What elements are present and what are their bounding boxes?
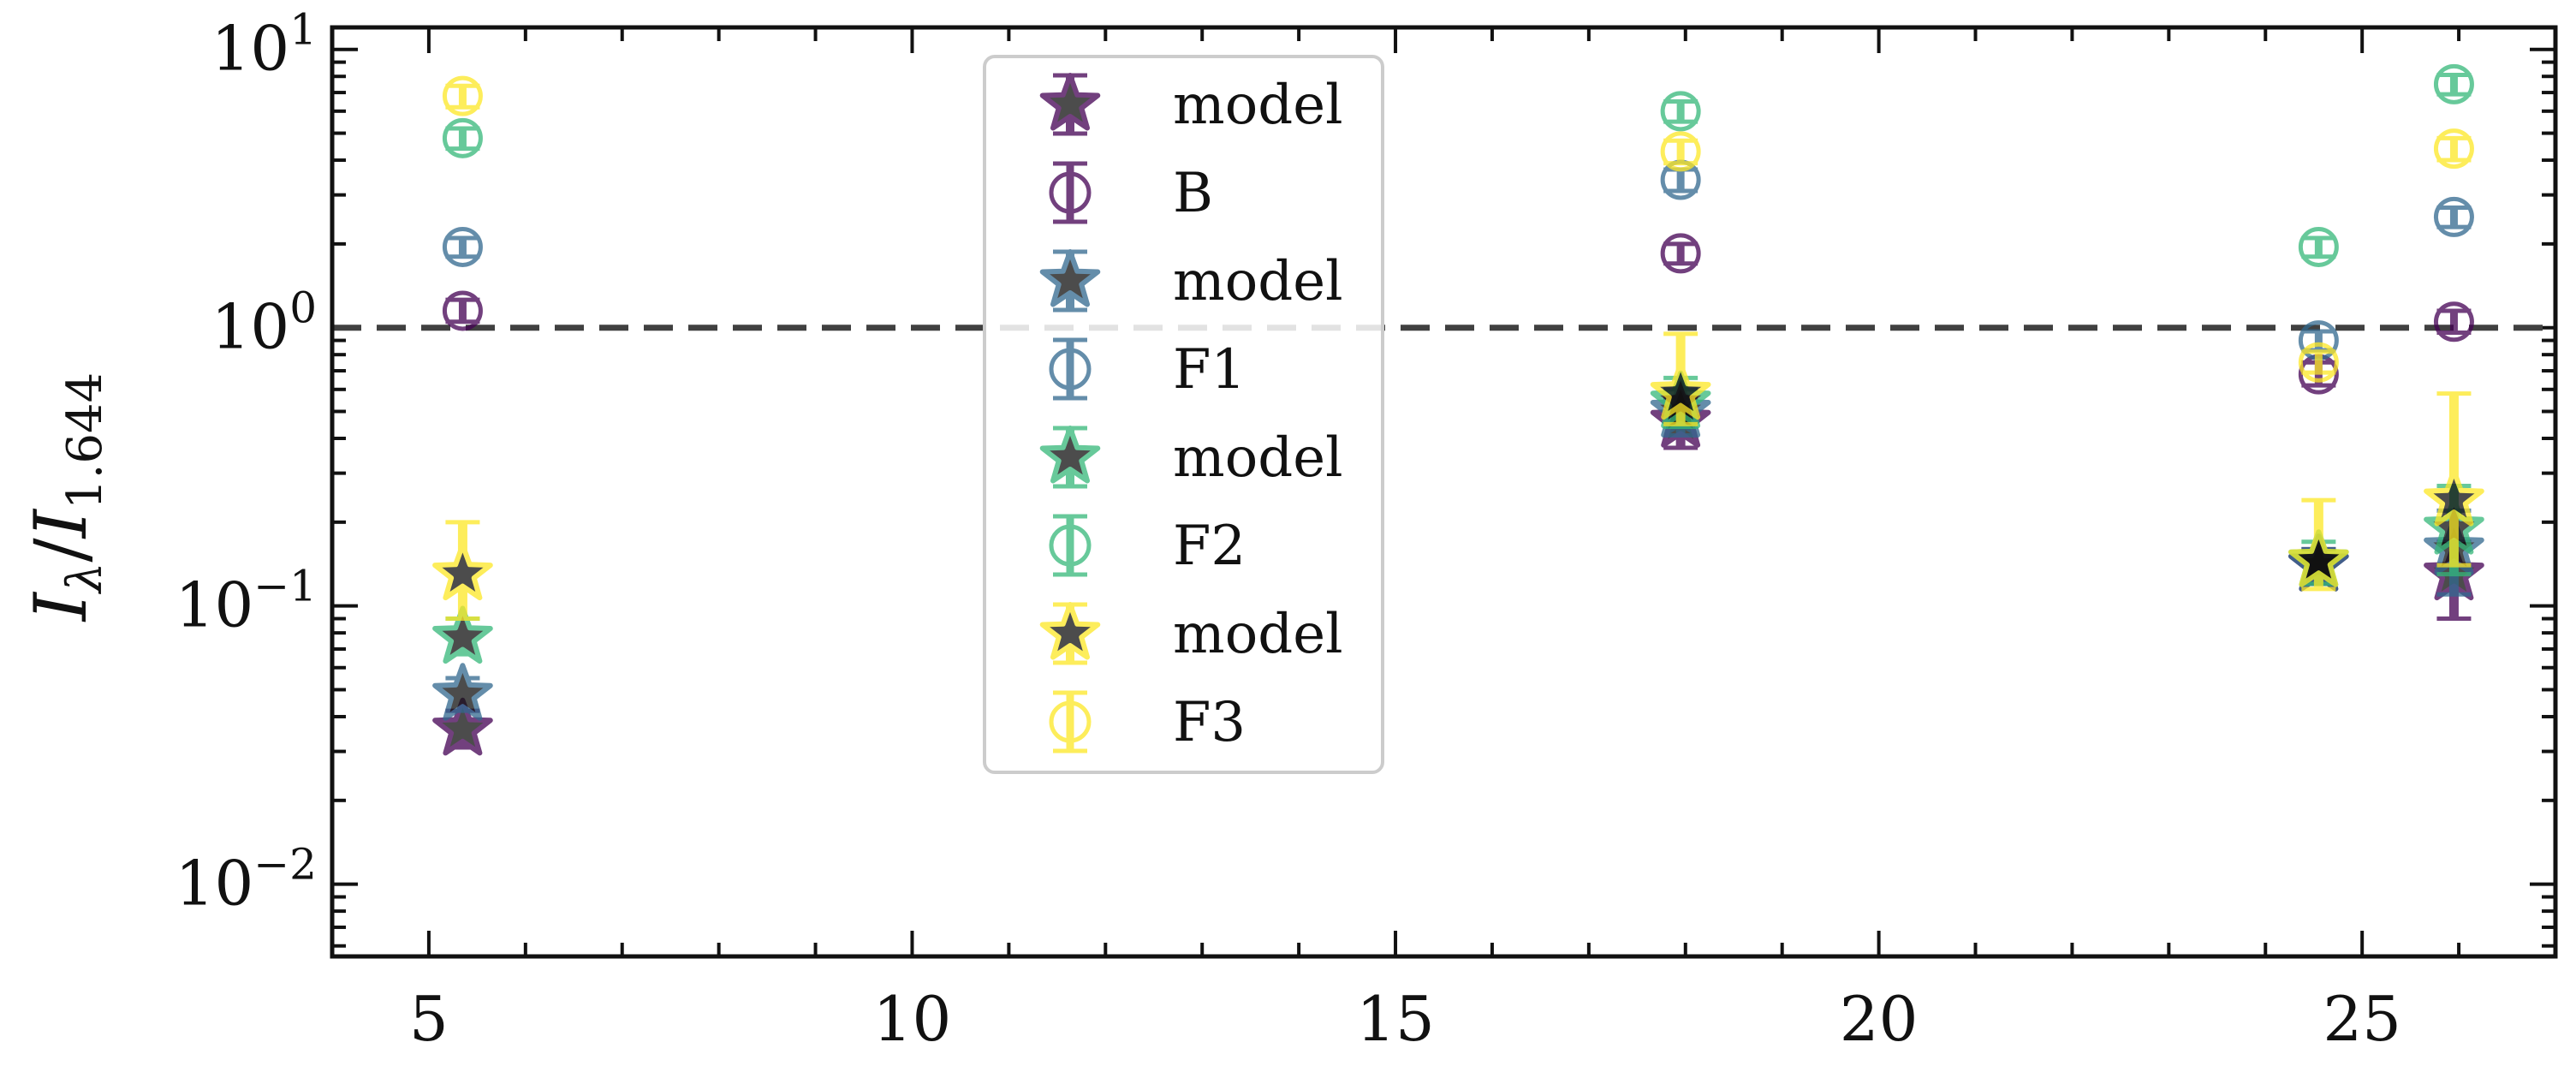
observed-series-F2 xyxy=(442,63,2474,267)
legend-label: F1 xyxy=(1173,338,1246,402)
y-axis-label-sub2: 1.644 xyxy=(57,372,113,509)
y-tick-label-exponent: 1 xyxy=(289,5,317,55)
y-tick-label-exponent: −2 xyxy=(253,840,317,890)
legend-marker-star xyxy=(1039,249,1101,313)
observed-point xyxy=(2433,63,2474,104)
x-tick-label: 10 xyxy=(873,983,952,1055)
legend-marker-circle xyxy=(1049,690,1092,753)
model-point xyxy=(1650,361,1711,420)
legend-label: B xyxy=(1173,162,1213,225)
legend-label: model xyxy=(1173,603,1343,666)
model-point xyxy=(432,663,493,721)
y-axis-label: Iλ/I1.644 xyxy=(19,372,113,623)
x-tick-label: 25 xyxy=(2323,983,2401,1055)
legend-label: model xyxy=(1173,426,1343,490)
legend-marker-star xyxy=(1039,426,1101,489)
x-tick-label: 20 xyxy=(1840,983,1919,1055)
model-point xyxy=(432,605,493,664)
observed-point xyxy=(1660,131,1701,172)
y-axis-label-main: I xyxy=(19,591,103,622)
legend-box xyxy=(983,55,1384,774)
observed-point xyxy=(1660,91,1701,132)
legend-star-icon xyxy=(1039,249,1101,307)
legend-star-icon xyxy=(1039,73,1101,131)
legend-marker-circle xyxy=(1049,514,1092,577)
model-point xyxy=(2288,529,2349,587)
y-tick-label-base: 10 xyxy=(176,848,254,920)
legend-marker-circle xyxy=(1049,337,1092,401)
model-point xyxy=(2424,468,2484,527)
y-tick-label-base: 10 xyxy=(211,291,290,363)
legend-star-icon xyxy=(1039,602,1101,660)
legend-circle-icon xyxy=(1049,700,1092,743)
observed-point xyxy=(442,117,483,158)
legend-circle-icon xyxy=(1049,348,1092,390)
legend-label: F2 xyxy=(1173,515,1246,578)
observed-point xyxy=(2433,128,2474,170)
legend-marker-star xyxy=(1039,73,1101,136)
observed-point xyxy=(442,290,483,331)
y-tick-label-exponent: 0 xyxy=(289,283,317,333)
observed-point xyxy=(1660,233,1701,274)
observed-point xyxy=(2433,196,2474,237)
x-tick-label: 15 xyxy=(1356,983,1435,1055)
x-tick-label: 5 xyxy=(409,983,449,1055)
legend-circle-icon xyxy=(1049,171,1092,214)
legend-star-icon xyxy=(1039,426,1101,484)
y-tick-label: 101 xyxy=(211,5,317,85)
legend-label: model xyxy=(1173,250,1343,313)
model-point xyxy=(432,697,493,756)
y-tick-label: 10−1 xyxy=(176,562,317,641)
model-series xyxy=(432,331,2484,622)
legend-marker-star xyxy=(1039,602,1101,665)
y-tick-label: 10−2 xyxy=(176,840,317,920)
legend-label: F3 xyxy=(1173,691,1246,754)
y-axis-label-slash: / xyxy=(19,538,103,563)
points-layer xyxy=(432,63,2484,756)
y-tick-label-base: 10 xyxy=(211,13,290,85)
y-tick-label-base: 10 xyxy=(176,569,254,641)
y-axis-label-sub1: λ xyxy=(57,563,113,595)
y-axis-label-main-2: I xyxy=(19,508,103,539)
observed-point xyxy=(2298,226,2339,267)
observed-point xyxy=(2298,342,2339,383)
legend-marker-circle xyxy=(1049,161,1092,224)
y-tick-label: 100 xyxy=(211,283,317,363)
observed-series-F3 xyxy=(442,75,2474,383)
observed-point xyxy=(442,75,483,116)
legend-label: model xyxy=(1173,74,1343,137)
legend-circle-icon xyxy=(1049,524,1092,567)
model-point xyxy=(432,542,493,601)
y-tick-label-exponent: −1 xyxy=(253,562,317,611)
observed-series-B xyxy=(442,233,2474,395)
observed-point xyxy=(442,226,483,267)
observed-point xyxy=(2433,301,2474,342)
plot-frame xyxy=(330,25,2558,959)
